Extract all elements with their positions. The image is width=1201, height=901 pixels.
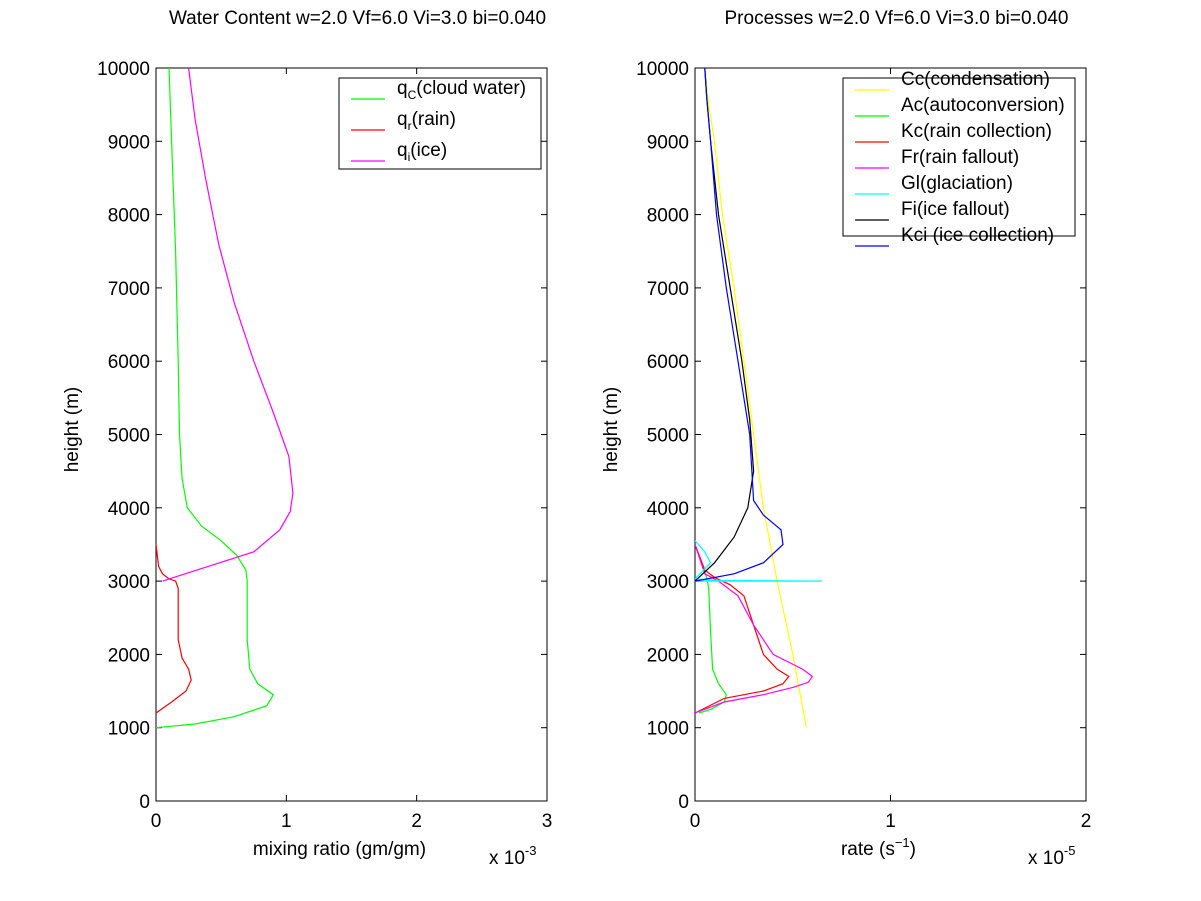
series-line-3 xyxy=(162,68,294,582)
y-axis-label: height (m) xyxy=(62,387,83,473)
x-multiplier-exponent: -3 xyxy=(525,843,537,858)
y-tick-label: 9000 xyxy=(647,132,689,153)
legend-entry-7: Kci (ice collection) xyxy=(901,225,1054,246)
x-axis-label: rate (s−1) xyxy=(841,835,916,860)
y-tick-label: 10000 xyxy=(636,59,689,80)
y-tick-label: 8000 xyxy=(108,206,150,227)
legend-entry-name: Fi(ice fallout) xyxy=(901,199,1010,220)
y-tick-label: 5000 xyxy=(647,426,689,447)
chart-title: Processes w=2.0 Vf=6.0 Vi=3.0 bi=0.040 xyxy=(725,8,1069,29)
x-axis-label-end: ) xyxy=(910,839,916,860)
legend-entry-name: q xyxy=(397,109,408,130)
legend-entry-name: Ac(autoconversion) xyxy=(901,95,1065,116)
series-line-5 xyxy=(695,540,823,582)
series-line-1 xyxy=(704,68,807,728)
y-tick-label: 10000 xyxy=(97,59,150,80)
y-tick-label: 6000 xyxy=(647,352,689,373)
x-axis-label-sup: −1 xyxy=(895,835,910,850)
legend-entry-2: qr(rain) xyxy=(397,109,456,133)
y-tick-label: 9000 xyxy=(108,132,150,153)
legend-entry-2: Ac(autoconversion) xyxy=(901,95,1065,116)
x-tick-label: 1 xyxy=(885,811,896,832)
series-group xyxy=(156,68,294,729)
chart-panel-2: 0 1000 2000 3000 4000 5000 6000 7000 8000 9000 100… xyxy=(601,8,1091,869)
legend-entry-rest: (rain) xyxy=(412,109,456,130)
legend-entry-1: qC(cloud water) xyxy=(397,78,526,102)
y-tick-label: 7000 xyxy=(108,279,150,300)
y-tick-label: 8000 xyxy=(647,206,689,227)
legend-entry-1: Cc(condensation) xyxy=(901,69,1050,90)
series-line-2 xyxy=(156,544,192,714)
series-line-1 xyxy=(156,68,275,729)
chart-title: Water Content w=2.0 Vf=6.0 Vi=3.0 bi=0.0… xyxy=(169,8,546,29)
series-line-7 xyxy=(695,68,784,582)
y-tick-label: 4000 xyxy=(108,499,150,520)
legend-entry-sub: i xyxy=(408,150,411,164)
legend-box xyxy=(842,77,1076,237)
series-line-6 xyxy=(695,68,755,582)
x-multiplier-base: x 10 xyxy=(489,848,525,869)
legend-entry-rest: (cloud water) xyxy=(416,78,526,99)
y-tick-label: 2000 xyxy=(108,645,150,666)
legend-entry-6: Fi(ice fallout) xyxy=(901,199,1010,220)
y-tick-label: 3000 xyxy=(108,572,150,593)
x-axis-multiplier: x 10-5 xyxy=(1028,843,1075,869)
x-tick-label: 0 xyxy=(151,811,162,832)
legend-entry-name: Kc(rain collection) xyxy=(901,121,1052,142)
legend-entry-rest: (ice) xyxy=(410,140,447,161)
legend-entry-4: Fr(rain fallout) xyxy=(901,147,1019,168)
y-axis-label: height (m) xyxy=(601,387,622,473)
y-tick-label: 4000 xyxy=(647,499,689,520)
x-tick-label: 0 xyxy=(690,811,701,832)
x-multiplier-base: x 10 xyxy=(1028,848,1064,869)
legend-entry-name: q xyxy=(397,140,408,161)
legend-entry-name: Cc(condensation) xyxy=(901,69,1050,90)
legend-entry-name: Kci (ice collection) xyxy=(901,225,1054,246)
x-multiplier-exponent: -5 xyxy=(1064,843,1076,858)
legend-entry-sub: C xyxy=(408,88,417,102)
x-axis-label: mixing ratio (gm/gm) xyxy=(253,839,426,860)
legend-entry-name: q xyxy=(397,78,408,99)
series-group xyxy=(695,68,823,728)
legend-box xyxy=(338,77,542,170)
legend-entry-3: qi(ice) xyxy=(397,140,447,164)
legend-entry-name: Fr(rain fallout) xyxy=(901,147,1019,168)
y-tick-label: 1000 xyxy=(647,719,689,740)
y-tick-label: 5000 xyxy=(108,426,150,447)
plot-frame xyxy=(155,67,548,802)
series-line-4 xyxy=(695,544,814,714)
legend-entry-sub: r xyxy=(408,119,412,133)
legend-entry-3: Kc(rain collection) xyxy=(901,121,1052,142)
legend-entry-5: Gl(glaciation) xyxy=(901,173,1013,194)
legend: Cc(condensation) Ac(autoconversion) Kc(rai… xyxy=(842,69,1076,247)
x-tick-label: 2 xyxy=(411,811,422,832)
y-tick-label: 6000 xyxy=(108,352,150,373)
y-tick-label: 7000 xyxy=(647,279,689,300)
x-axis-label-text: rate (s xyxy=(841,839,895,860)
y-tick-label: 3000 xyxy=(647,572,689,593)
y-tick-label: 0 xyxy=(139,792,150,813)
y-tick-label: 0 xyxy=(678,792,689,813)
legend-entry-name: Gl(glaciation) xyxy=(901,173,1013,194)
chart-panel-1: 0 1000 2000 3000 4000 5000 6000 7000 8000 9000 100… xyxy=(62,8,552,869)
x-tick-label: 1 xyxy=(281,811,292,832)
x-axis-multiplier: x 10-3 xyxy=(489,843,536,869)
y-tick-label: 2000 xyxy=(647,645,689,666)
series-line-2 xyxy=(695,544,727,714)
legend: qC(cloud water)qr(rain)qi(ice) xyxy=(338,77,542,170)
y-tick-label: 1000 xyxy=(108,719,150,740)
x-tick-label: 2 xyxy=(1081,811,1092,832)
x-axis-label-text: mixing ratio (gm/gm) xyxy=(253,839,426,860)
x-tick-label: 3 xyxy=(542,811,553,832)
